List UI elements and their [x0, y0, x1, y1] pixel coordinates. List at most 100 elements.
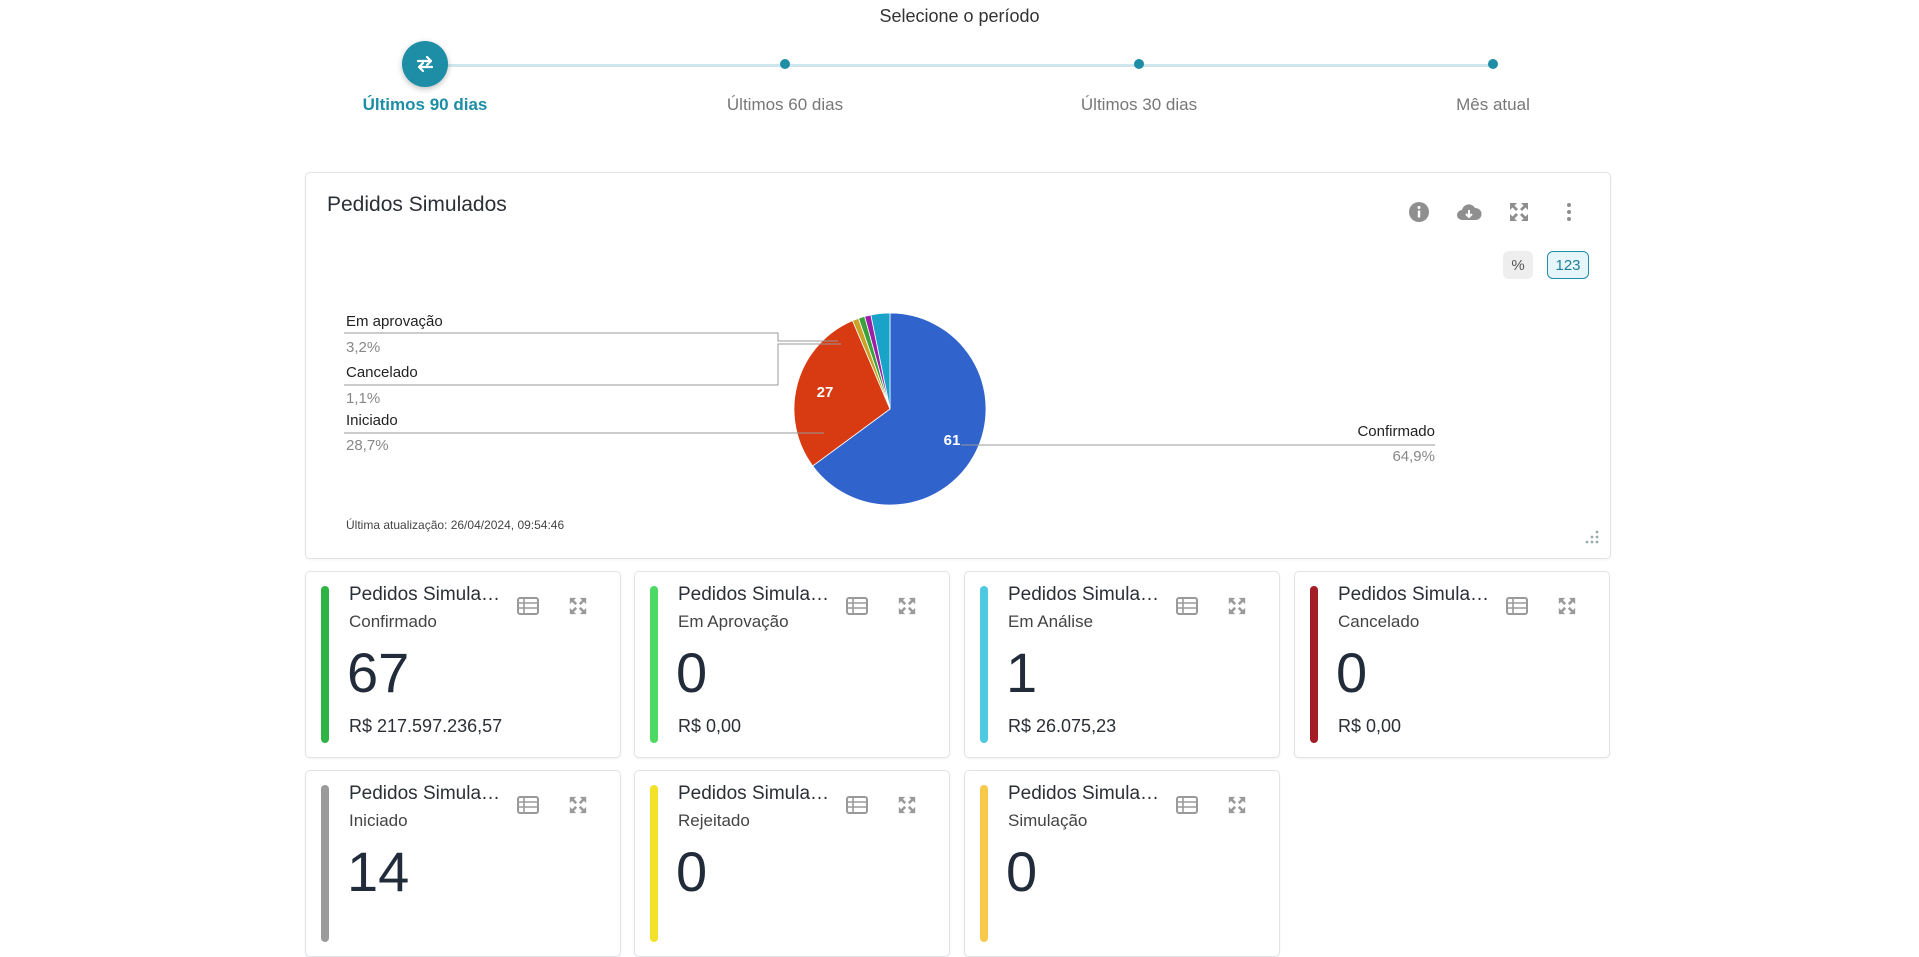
- kpi-subtitle: Confirmado: [349, 612, 437, 631]
- table-view-icon[interactable]: [1175, 594, 1199, 618]
- period-step-label[interactable]: Mês atual: [1456, 95, 1530, 114]
- pie-slice-confirmado[interactable]: [812, 312, 987, 506]
- kpi-value: 0: [1336, 641, 1368, 704]
- pedidos-simulados-chart-card: Pedidos Simulados % 123 Em aprovação 3,2…: [305, 172, 1611, 559]
- kpi-card: Pedidos Simulados Confirmado 67 R$ 217.5…: [305, 571, 621, 758]
- slice-value-confirmado: 61: [944, 432, 961, 449]
- kpi-toolbar: [516, 594, 590, 618]
- label-confirmado-name: Confirmado: [1357, 423, 1435, 440]
- info-icon[interactable]: [1406, 199, 1432, 225]
- slice-value-iniciado: 27: [817, 384, 834, 401]
- kpi-value: 1: [1006, 641, 1038, 704]
- table-view-icon[interactable]: [845, 594, 869, 618]
- kpi-value: 67: [347, 641, 410, 704]
- kpi-money: R$ 0,00: [678, 716, 742, 736]
- kpi-money: R$ 0,00: [1338, 716, 1402, 736]
- period-step-label[interactable]: Últimos 90 dias: [362, 95, 488, 114]
- pie-slice-em-aprova-o[interactable]: [870, 312, 891, 410]
- kpi-toolbar: [1175, 594, 1249, 618]
- kpi-subtitle: Em Análise: [1008, 612, 1094, 631]
- kpi-toolbar: [1175, 793, 1249, 817]
- period-timeline: [425, 64, 1493, 67]
- kpi-value: 0: [1006, 840, 1038, 903]
- kpi-color-bar: [321, 586, 329, 743]
- kpi-color-bar: [650, 586, 658, 743]
- expand-icon[interactable]: [1225, 793, 1249, 817]
- kpi-card: Pedidos Simulados Rejeitado 0: [634, 770, 950, 957]
- period-step-label[interactable]: Últimos 60 dias: [726, 95, 844, 114]
- kpi-subtitle: Rejeitado: [678, 811, 750, 830]
- expand-icon[interactable]: [566, 594, 590, 618]
- kpi-color-bar: [650, 785, 658, 942]
- chart-card-title: Pedidos Simulados: [327, 193, 507, 216]
- table-view-icon[interactable]: [1505, 594, 1529, 618]
- pie-slice-iniciado[interactable]: [793, 320, 891, 467]
- kpi-subtitle: Simulação: [1008, 811, 1088, 830]
- kpi-subtitle: Em Aprovação: [678, 612, 789, 631]
- expand-icon[interactable]: [1555, 594, 1579, 618]
- expand-icon[interactable]: [1506, 199, 1532, 225]
- more-vertical-icon[interactable]: [1556, 199, 1582, 225]
- kpi-color-bar: [980, 586, 988, 743]
- kpi-value: 14: [347, 840, 410, 903]
- label-iniciado-percent: 28,7%: [346, 437, 389, 454]
- table-view-icon[interactable]: [516, 793, 540, 817]
- kpi-card: Pedidos Simulados Iniciado 14: [305, 770, 621, 957]
- period-step-current-month[interactable]: Mês atual: [1393, 52, 1593, 114]
- percent-toggle-button[interactable]: %: [1503, 251, 1533, 279]
- kpi-title: Pedidos Simulados: [349, 783, 509, 804]
- table-view-icon[interactable]: [516, 594, 540, 618]
- label-cancelado-name: Cancelado: [346, 364, 418, 381]
- leader-line-cancelado: [344, 343, 841, 386]
- kpi-value: 0: [676, 840, 708, 903]
- kpi-toolbar: [845, 594, 919, 618]
- kpi-color-bar: [1310, 586, 1318, 743]
- table-view-icon[interactable]: [1175, 793, 1199, 817]
- expand-icon[interactable]: [895, 594, 919, 618]
- period-selector-title: Selecione o período: [879, 6, 1040, 26]
- period-step-60[interactable]: Últimos 60 dias: [685, 52, 885, 114]
- kpi-toolbar: [516, 793, 590, 817]
- resize-handle-icon[interactable]: [1584, 529, 1600, 550]
- last-update-text: Última atualização: 26/04/2024, 09:54:46: [346, 518, 565, 532]
- kpi-title: Pedidos Simulados: [678, 584, 838, 605]
- kpi-title: Pedidos Simulados: [1008, 783, 1168, 804]
- label-cancelado-percent: 1,1%: [346, 390, 380, 407]
- kpi-color-bar: [321, 785, 329, 942]
- label-em-aprovacao-name: Em aprovação: [346, 313, 443, 330]
- kpi-toolbar: [1505, 594, 1579, 618]
- leader-line-em-aprovacao: [344, 332, 838, 342]
- kpi-title: Pedidos Simulados: [1338, 584, 1498, 605]
- kpi-title: Pedidos Simulados: [678, 783, 838, 804]
- chart-toolbar: [1406, 199, 1582, 225]
- pie-chart: Em aprovação 3,2% Cancelado 1,1% Iniciad…: [344, 312, 1435, 506]
- number-toggle-button[interactable]: 123: [1547, 251, 1589, 279]
- kpi-title: Pedidos Simulados: [349, 584, 509, 605]
- period-step-label[interactable]: Últimos 30 dias: [1080, 95, 1198, 114]
- period-step-90[interactable]: Últimos 90 dias: [325, 41, 525, 114]
- kpi-value: 0: [676, 641, 708, 704]
- period-step-30[interactable]: Últimos 30 dias: [1039, 52, 1239, 114]
- timeline-dot[interactable]: [1488, 59, 1498, 69]
- label-confirmado-percent: 64,9%: [1392, 448, 1435, 465]
- kpi-card: Pedidos Simulados Em Análise 1 R$ 26.075…: [964, 571, 1280, 758]
- kpi-card: Pedidos Simulados Em Aprovação 0 R$ 0,00: [634, 571, 950, 758]
- kpi-card: Pedidos Simulados Simulação 0: [964, 770, 1280, 957]
- timeline-dot[interactable]: [780, 59, 790, 69]
- kpi-money: R$ 26.075,23: [1008, 716, 1117, 736]
- label-em-aprovacao-percent: 3,2%: [346, 339, 380, 356]
- swap-arrows-icon[interactable]: [402, 41, 448, 87]
- kpi-card: Pedidos Simulados Cancelado 0 R$ 0,00: [1294, 571, 1610, 758]
- kpi-title: Pedidos Simulados: [1008, 584, 1168, 605]
- expand-icon[interactable]: [566, 793, 590, 817]
- expand-icon[interactable]: [895, 793, 919, 817]
- timeline-dot[interactable]: [1134, 59, 1144, 69]
- label-iniciado-name: Iniciado: [346, 412, 398, 429]
- expand-icon[interactable]: [1225, 594, 1249, 618]
- kpi-money: R$ 217.597.236,57: [349, 716, 503, 736]
- kpi-color-bar: [980, 785, 988, 942]
- cloud-download-icon[interactable]: [1456, 199, 1482, 225]
- table-view-icon[interactable]: [845, 793, 869, 817]
- kpi-subtitle: Cancelado: [1338, 612, 1420, 631]
- kpi-toolbar: [845, 793, 919, 817]
